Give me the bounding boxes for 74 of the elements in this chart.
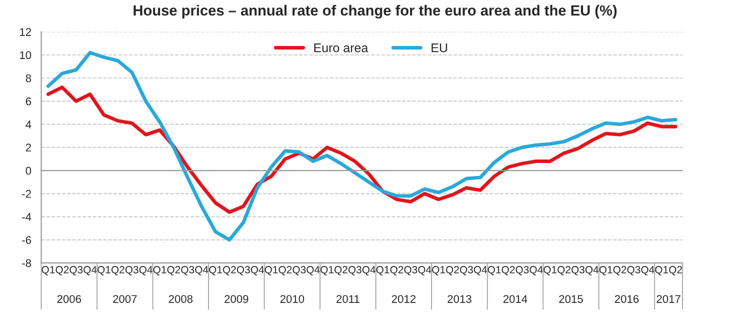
text: 2014 xyxy=(503,295,528,303)
legend-label: EU xyxy=(432,44,448,52)
chart-title: House prices – annual rate of change for the euro area and the EU (%) xyxy=(134,4,617,19)
x-tick-label: Q4 xyxy=(585,266,599,276)
x-tick-label: Q1 xyxy=(320,266,334,276)
x-tick-label: Q1 xyxy=(655,266,668,276)
x-tick-label: Q1 xyxy=(488,266,501,276)
x-tick-label: Q4 xyxy=(84,266,97,276)
x-tick-label: Q1 xyxy=(98,266,110,276)
y-tick-label: 0 xyxy=(26,166,32,175)
x-tick-label: Q1 xyxy=(544,266,557,276)
x-tick-label: Q3 xyxy=(571,266,584,276)
x-tick-label: Q2 xyxy=(278,266,292,276)
x-tick-label: Q2 xyxy=(56,266,69,276)
x-tick-label: Q3 xyxy=(460,266,473,276)
y-tick-label: 8 xyxy=(26,74,32,82)
x-tick-label: Q2 xyxy=(502,266,515,276)
x-tick-label: Q3 xyxy=(627,266,640,276)
x-tick-label: Q2 xyxy=(669,266,682,276)
text: 2015 xyxy=(559,295,583,303)
x-tick-label: Q2 xyxy=(558,266,570,276)
x-tick-label: Q4 xyxy=(474,266,488,276)
x-tick-label: Q3 xyxy=(404,266,418,276)
x-tick-label: Q3 xyxy=(181,266,194,276)
x-tick-label: Q1 xyxy=(209,266,222,276)
y-tick-label: -6 xyxy=(22,236,32,244)
x-tick-label: Q1 xyxy=(264,266,278,276)
x-tick-label: Q3 xyxy=(125,266,138,276)
text: 2008 xyxy=(168,295,193,303)
x-tick-label: Q2 xyxy=(613,266,626,276)
x-tick-label: Q1 xyxy=(432,266,445,276)
line-series xyxy=(46,50,678,242)
x-tick-label: Q4 xyxy=(641,266,654,276)
text: 2013 xyxy=(448,295,472,303)
x-tick-label: Q2 xyxy=(390,266,404,276)
y-tick-label: 10 xyxy=(20,51,32,60)
x-tick-label: Q4 xyxy=(250,266,264,276)
text: 2009 xyxy=(224,295,248,303)
text: 2016 xyxy=(614,295,639,303)
y-tick-label: 4 xyxy=(26,120,32,128)
x-tick-label: Q4 xyxy=(530,266,543,276)
x-tick-label: Q4 xyxy=(195,266,208,276)
x-tick-label: Q1 xyxy=(153,266,166,276)
x-tick-label: Q3 xyxy=(516,266,529,276)
x-tick-label: Q4 xyxy=(139,266,152,276)
y-tick-label: 2 xyxy=(26,144,31,152)
text: 2007 xyxy=(113,295,137,303)
x-tick-label: Q3 xyxy=(292,266,306,276)
x-tick-label: Q1 xyxy=(42,266,55,276)
x-tick-label: Q2 xyxy=(222,266,236,276)
text: 2017 xyxy=(656,295,680,303)
x-tick-label: Q4 xyxy=(306,266,320,276)
x-tick-label: Q2 xyxy=(167,266,180,276)
x-tick-label: Q3 xyxy=(348,266,362,276)
y-tick-label: 6 xyxy=(26,97,32,106)
legend-label: Euro area xyxy=(314,44,368,52)
text: 2011 xyxy=(336,295,360,303)
y-tick-label: -2 xyxy=(22,190,31,198)
y-tick-label: -8 xyxy=(22,259,32,268)
x-tick-label: Q2 xyxy=(446,266,459,276)
x-tick-label: Q1 xyxy=(599,266,612,276)
text: 2012 xyxy=(392,295,416,303)
text: 2010 xyxy=(280,295,304,303)
line-series xyxy=(46,86,678,214)
x-tick-label: Q3 xyxy=(236,266,250,276)
x-tick-label: Q3 xyxy=(70,266,83,276)
y-tick-label: 12 xyxy=(20,28,31,36)
x-tick-label: Q4 xyxy=(362,266,376,276)
x-tick-label: Q4 xyxy=(418,266,432,276)
text: 2006 xyxy=(57,295,81,303)
x-tick-label: Q2 xyxy=(111,266,124,276)
x-tick-label: Q2 xyxy=(334,266,348,276)
x-tick-label: Q1 xyxy=(376,266,390,276)
y-tick-label: -4 xyxy=(22,213,32,221)
